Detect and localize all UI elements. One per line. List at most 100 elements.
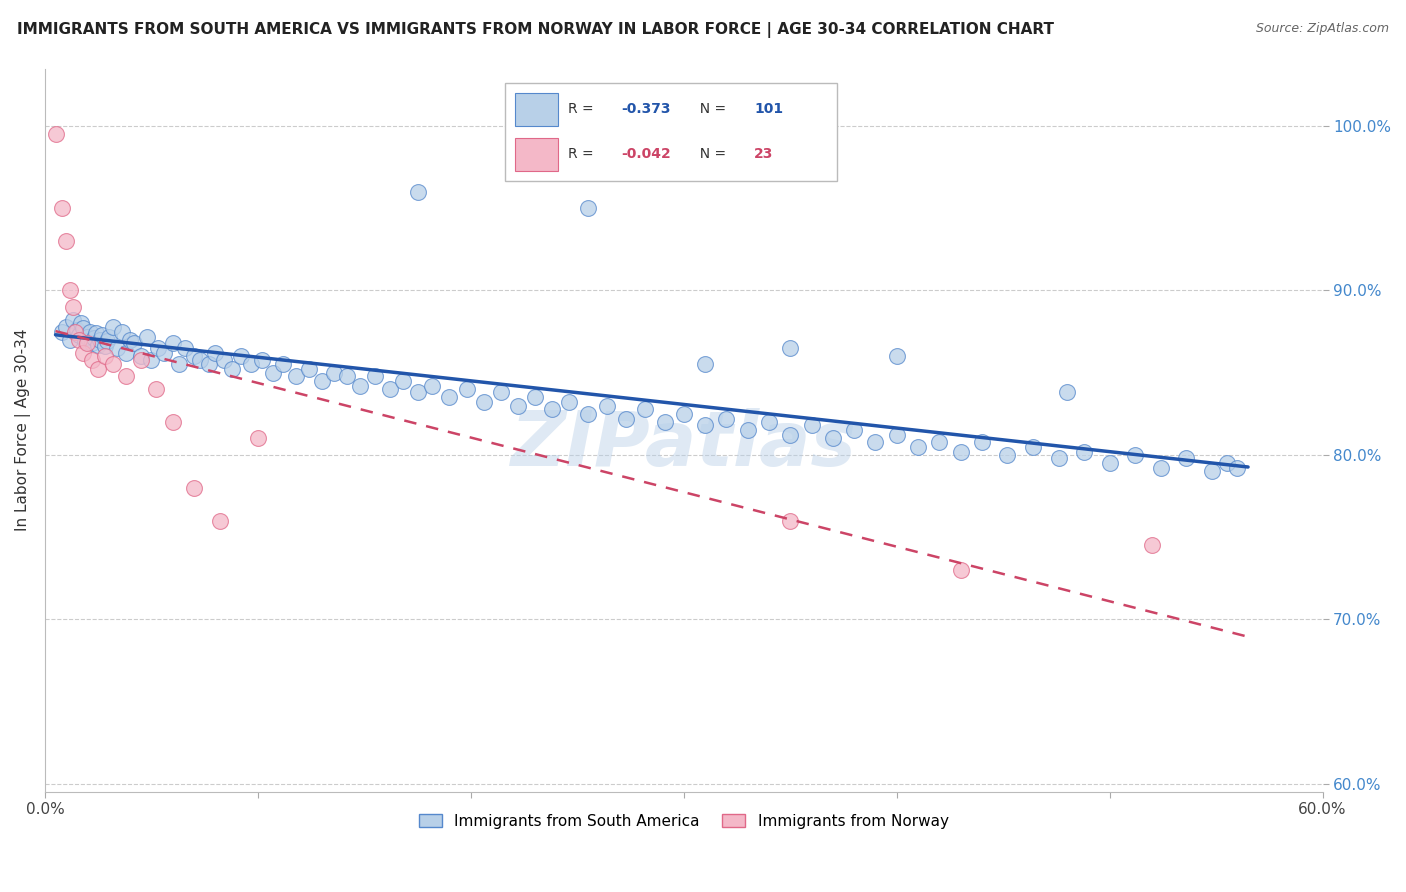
Point (364, 369, 387, 384)
Point (240, 358, 263, 372)
Point (114, 346, 136, 360)
Point (558, 395, 581, 409)
Point (1142, 538, 1164, 552)
Point (262, 366, 284, 380)
Point (79, 325, 101, 339)
Point (93, 349, 115, 363)
Point (70, 317, 93, 331)
Point (93, 339, 115, 353)
Point (323, 366, 346, 380)
Point (349, 379, 371, 393)
Point (76, 329, 98, 343)
Point (506, 399, 529, 413)
Point (949, 444, 972, 458)
Point (188, 352, 211, 367)
Point (63, 325, 86, 339)
Point (997, 448, 1019, 462)
Point (183, 349, 205, 363)
Point (1201, 464, 1223, 478)
Point (59, 284, 82, 298)
Point (229, 349, 252, 363)
Point (439, 390, 461, 404)
Point (141, 352, 163, 367)
Point (87, 362, 110, 376)
Point (391, 374, 413, 388)
Point (1022, 440, 1045, 454)
Point (285, 369, 308, 384)
Point (1175, 451, 1198, 466)
Point (737, 423, 759, 437)
Point (198, 358, 221, 372)
Point (1098, 456, 1121, 470)
Point (67, 327, 90, 342)
Point (204, 346, 226, 360)
Point (576, 407, 599, 421)
Point (540, 401, 562, 416)
Point (89, 333, 111, 347)
Point (472, 395, 495, 409)
Point (101, 319, 124, 334)
Point (55, 319, 77, 334)
Point (72, 321, 94, 335)
Point (51, 325, 73, 339)
Point (596, 399, 619, 413)
Point (614, 411, 637, 425)
Point (146, 341, 169, 355)
Point (842, 423, 865, 437)
Point (124, 336, 146, 351)
Point (162, 415, 184, 429)
Point (422, 379, 444, 393)
Point (174, 341, 197, 355)
Point (67, 333, 90, 347)
Point (456, 382, 478, 396)
Point (212, 352, 235, 367)
Point (693, 358, 716, 372)
Point (129, 352, 152, 367)
Point (167, 358, 190, 372)
Point (80, 336, 103, 351)
Point (634, 401, 657, 416)
Point (145, 382, 167, 396)
Y-axis label: In Labor Force | Age 30-34: In Labor Force | Age 30-34 (15, 329, 31, 532)
Point (129, 349, 152, 363)
Point (779, 428, 801, 442)
Point (800, 418, 823, 433)
Point (865, 434, 887, 449)
Point (110, 325, 132, 339)
Point (1073, 444, 1095, 458)
Point (120, 333, 142, 347)
Point (72, 346, 94, 360)
Point (886, 349, 908, 363)
Text: ZIPatlas: ZIPatlas (510, 408, 856, 482)
Point (672, 407, 695, 421)
Point (298, 362, 321, 376)
Point (1123, 448, 1146, 462)
Point (378, 382, 401, 396)
Point (66, 323, 89, 337)
Point (970, 434, 993, 449)
Point (153, 346, 176, 360)
Point (758, 415, 780, 429)
Point (51, 201, 73, 215)
Point (62, 300, 84, 314)
Point (105, 341, 128, 355)
Point (221, 362, 243, 376)
Point (55, 234, 77, 248)
Point (523, 390, 546, 404)
Point (1150, 461, 1173, 475)
Point (136, 329, 159, 343)
Point (97, 329, 120, 343)
Point (183, 481, 205, 495)
Point (59, 333, 82, 347)
Point (250, 352, 273, 367)
Point (311, 374, 333, 388)
Point (886, 428, 908, 442)
Point (76, 336, 98, 351)
Point (80, 352, 103, 367)
Point (489, 385, 512, 400)
Point (273, 358, 295, 372)
Point (208, 514, 231, 528)
Point (87, 337, 110, 351)
Point (654, 415, 676, 429)
Point (114, 369, 136, 384)
